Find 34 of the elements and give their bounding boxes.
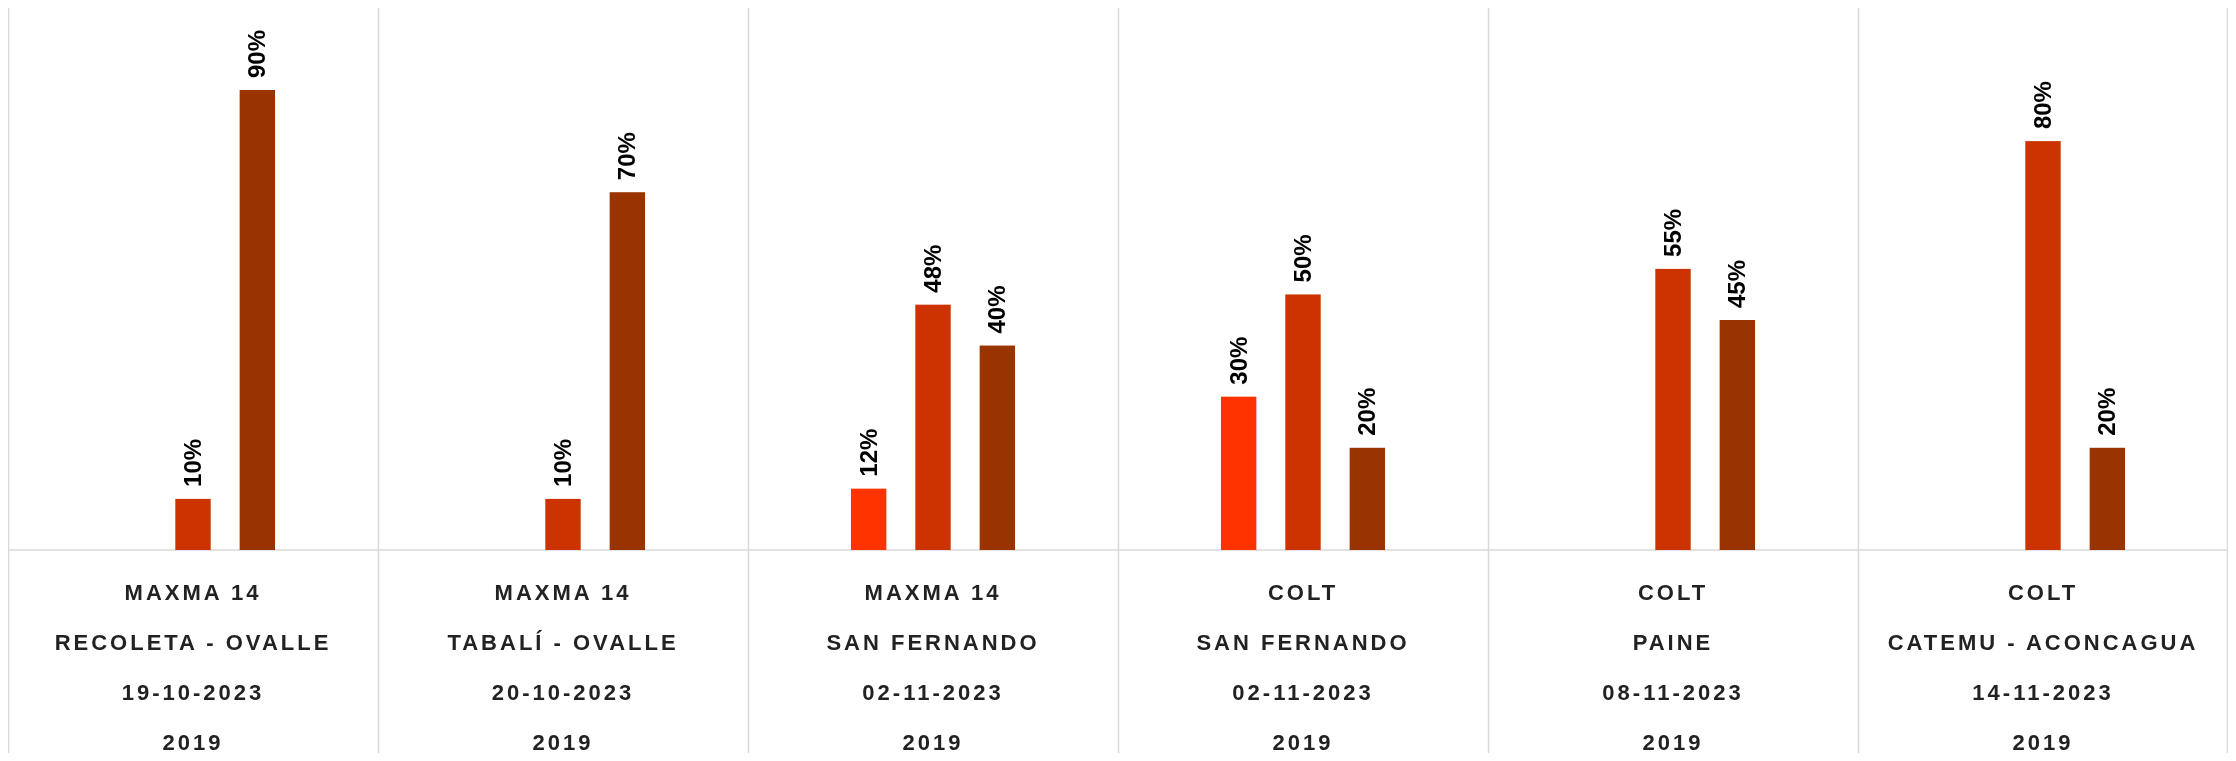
x-tick-label: MAXMA 14 TABALÍ - OVALLE 20-10-2023 2019 bbox=[447, 580, 679, 755]
data-label: 20% bbox=[2093, 387, 2121, 436]
data-label: 12% bbox=[854, 428, 882, 477]
data-label: 55% bbox=[1659, 208, 1686, 257]
data-label: 90% bbox=[243, 29, 271, 78]
data-label: 10% bbox=[179, 438, 206, 487]
data-label: 80% bbox=[2029, 81, 2056, 130]
data-label: 48% bbox=[919, 244, 946, 293]
bar bbox=[1220, 396, 1257, 550]
x-tick-label: COLT CATEMU - ACONCAGUA 14-11-2023 2019 bbox=[1887, 580, 2199, 755]
x-tick-label: COLT SAN FERNANDO 02-11-2023 2019 bbox=[1196, 580, 1410, 755]
bar bbox=[1655, 268, 1691, 550]
data-label: 70% bbox=[613, 132, 641, 181]
x-tick-label: MAXMA 14 SAN FERNANDO 02-11-2023 2019 bbox=[826, 580, 1040, 755]
bar bbox=[915, 304, 951, 550]
data-label: 20% bbox=[1353, 387, 1381, 436]
bar bbox=[175, 498, 211, 550]
data-label: 40% bbox=[983, 285, 1011, 334]
bar bbox=[609, 192, 646, 550]
bar bbox=[1349, 447, 1386, 550]
bar bbox=[850, 488, 887, 550]
data-label: 45% bbox=[1723, 259, 1751, 308]
bar bbox=[2089, 447, 2126, 550]
x-tick-label: COLT PAINE 08-11-2023 2019 bbox=[1602, 580, 1744, 755]
bar bbox=[979, 345, 1016, 550]
data-label: 30% bbox=[1224, 336, 1252, 385]
data-label: 50% bbox=[1289, 234, 1316, 283]
bar bbox=[1285, 294, 1321, 550]
x-tick-label: MAXMA 14 RECOLETA - OVALLE 19-10-2023 2019 bbox=[54, 580, 332, 755]
bar bbox=[2025, 141, 2061, 550]
data-label: 10% bbox=[549, 438, 576, 487]
bar bbox=[239, 90, 276, 550]
bar bbox=[545, 498, 581, 550]
bar bbox=[1719, 320, 1756, 550]
